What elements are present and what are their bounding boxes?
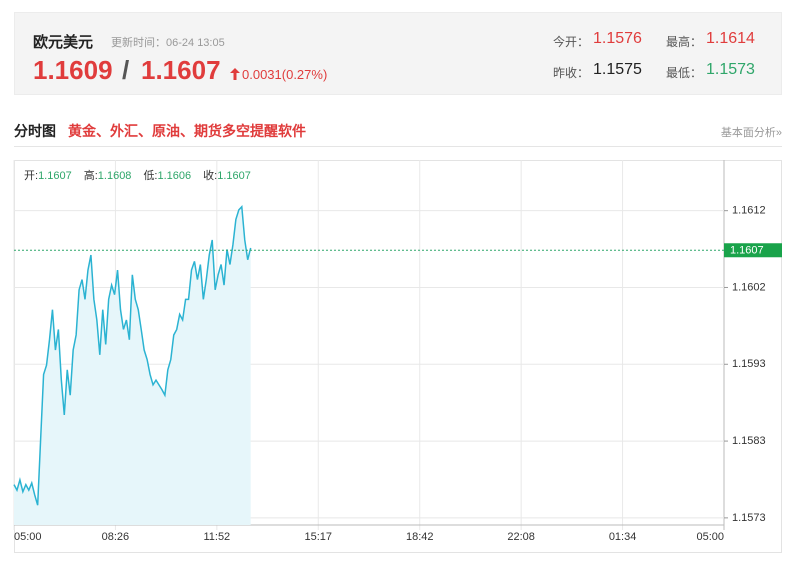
info-label: 低: — [143, 169, 157, 182]
y-tick-label: 1.1602 — [732, 281, 766, 293]
ask: 1.1607 — [141, 55, 221, 85]
bid: 1.1609 — [33, 55, 113, 85]
update-time: 更新时间：06-24 13:05 — [111, 37, 225, 49]
x-tick-label: 05:00 — [14, 531, 42, 543]
section-title: 分时图 — [14, 123, 56, 139]
x-tick-label: 08:26 — [102, 531, 130, 543]
x-tick-label: 05:00 — [696, 531, 724, 543]
y-tick-label: 1.1612 — [732, 205, 766, 217]
stat-value: 1.1573 — [706, 61, 755, 78]
info-label: 收: — [203, 168, 217, 182]
stat-value: 1.1614 — [706, 30, 755, 47]
info-label: 开: — [24, 170, 38, 182]
x-tick-label: 15:17 — [304, 531, 332, 543]
x-tick-label: 18:42 — [406, 531, 434, 543]
info-label: 高: — [84, 168, 98, 182]
area — [14, 206, 251, 525]
info-value: 1.1606 — [158, 170, 192, 182]
last-price-box — [724, 243, 782, 258]
stat-label: 昨收： — [553, 66, 590, 80]
y-tick-label: 1.1583 — [732, 435, 766, 447]
last-price-label: 1.1607 — [730, 245, 764, 257]
y-tick-label: 1.1593 — [732, 358, 766, 370]
x-tick-label: 11:52 — [203, 531, 230, 543]
info-value: 1.1607 — [38, 170, 72, 182]
info-value: 1.1607 — [217, 170, 251, 182]
up-arrow — [230, 68, 240, 80]
stat-value: 1.1576 — [593, 30, 642, 47]
x-tick-label: 22:08 — [507, 531, 535, 543]
promo-link[interactable]: 黄金、外汇、原油、期货多空提醒软件 — [68, 123, 306, 139]
stat-label: 今开： — [553, 35, 590, 49]
stat-label: 最高： — [666, 35, 703, 49]
info-value: 1.1608 — [98, 170, 132, 182]
quote-panel: 欧元美元 更新时间：06-24 13:05 1.1609 / 1.1607 0.… — [14, 12, 782, 95]
y-tick-label: 1.1573 — [732, 512, 766, 524]
stat-value: 1.1575 — [593, 61, 642, 78]
stat-label: 最低： — [666, 66, 703, 80]
change: 0.0031(0.27%) — [242, 67, 328, 82]
separator: / — [122, 55, 130, 85]
price-line — [13, 204, 252, 506]
divider — [14, 146, 782, 147]
x-tick-label: 01:34 — [609, 531, 637, 543]
more-link[interactable]: 基本面分析» — [720, 127, 782, 139]
title: 欧元美元 — [33, 34, 94, 51]
